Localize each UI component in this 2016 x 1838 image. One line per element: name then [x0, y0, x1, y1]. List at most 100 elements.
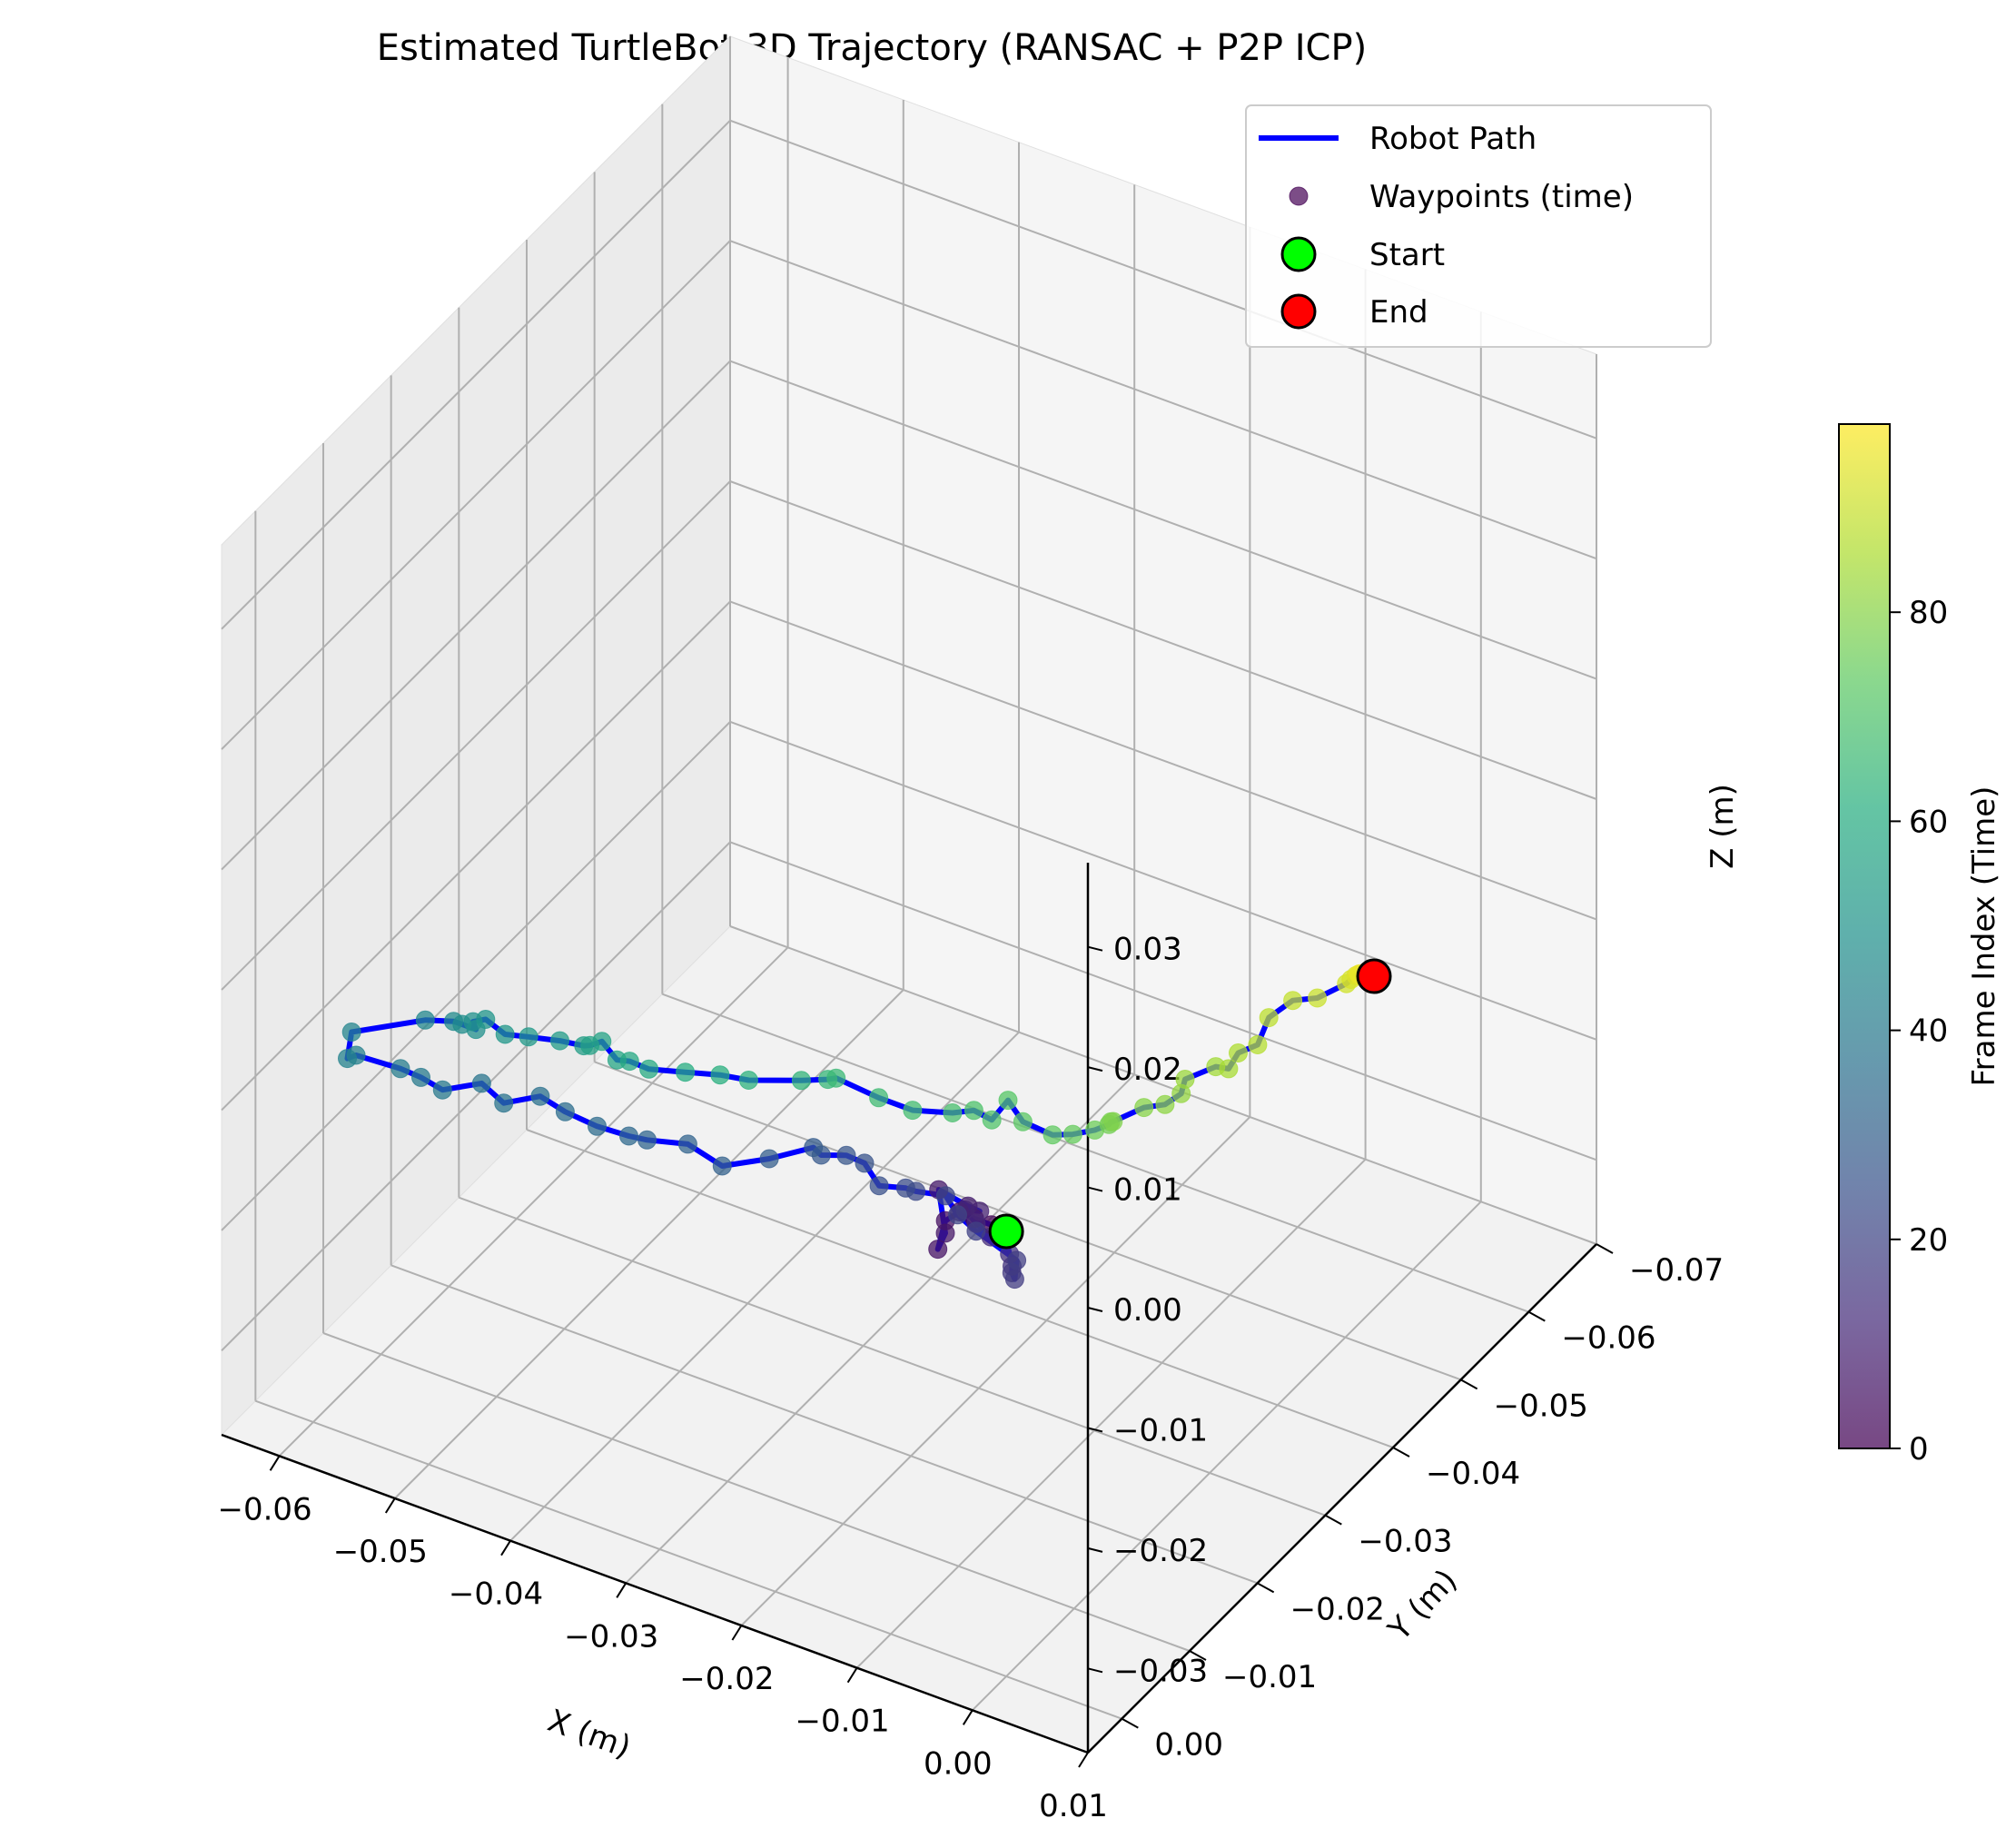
legend-waypoint-swatch — [1289, 186, 1309, 206]
waypoint-marker — [928, 1240, 948, 1260]
y-grid-floor — [661, 993, 1529, 1313]
chart-title: Estimated TurtleBot 3D Trajectory (RANSA… — [377, 27, 1367, 69]
z-tick-mark — [1087, 1186, 1103, 1192]
waypoint-marker — [676, 1062, 696, 1082]
x-tick-label: 0.00 — [924, 1745, 993, 1782]
waypoint-marker — [855, 1153, 875, 1173]
z-tick-label: −0.03 — [1113, 1653, 1208, 1689]
waypoint-marker — [1134, 1098, 1154, 1118]
x-grid-floor — [972, 1201, 1482, 1712]
legend: Robot Path Waypoints (time) Start End — [1245, 104, 1712, 348]
waypoint-marker — [495, 1024, 515, 1044]
legend-label-start: Start — [1369, 237, 1445, 273]
x-tick-mark — [846, 1667, 858, 1684]
x-tick-mark — [731, 1625, 743, 1641]
y-axis-label: Y (m) — [1381, 1562, 1465, 1648]
waypoint-marker — [588, 1116, 607, 1136]
z-grid-back — [729, 119, 1597, 440]
waypoint-marker — [1259, 1008, 1279, 1028]
waypoint-marker — [1062, 1124, 1082, 1144]
colorbar-tick-label: 80 — [1909, 595, 1948, 631]
waypoint-marker — [550, 1031, 569, 1051]
waypoint-marker — [338, 1049, 357, 1069]
y-grid-floor — [594, 1061, 1462, 1381]
waypoint-marker — [1007, 1250, 1027, 1270]
waypoint-marker — [964, 1101, 983, 1121]
colorbar-tick-label: 40 — [1909, 1013, 1948, 1050]
x-tick-label: −0.04 — [449, 1576, 543, 1613]
x-axis-ticks: −0.06 −0.05 −0.04 −0.03 −0.02 −0.01 0.00 0.01 — [217, 1455, 1108, 1824]
x-tick-mark — [269, 1455, 281, 1471]
y-tick-label: −0.04 — [1426, 1456, 1520, 1492]
x-tick-label: −0.06 — [217, 1491, 311, 1527]
x-tick-label: −0.02 — [679, 1661, 774, 1697]
waypoint-marker — [1219, 1059, 1239, 1079]
y-axis-ticks: 0.00 −0.01 −0.02 −0.03 −0.04 −0.05 −0.06 −0.07 — [1121, 1243, 1724, 1764]
y-tick-mark — [1392, 1447, 1410, 1458]
y-grid-floor — [390, 1264, 1259, 1585]
z-grid-back — [729, 841, 1597, 1161]
waypoint-marker — [1175, 1070, 1195, 1089]
z-tick-mark — [1087, 1307, 1103, 1312]
legend-label-waypoints: Waypoints (time) — [1369, 179, 1634, 215]
start-marker — [988, 1213, 1024, 1250]
x-tick-mark — [962, 1709, 973, 1725]
x-tick-label: −0.03 — [564, 1618, 658, 1655]
waypoint-marker — [1248, 1035, 1268, 1054]
z-tick-mark — [1087, 1066, 1103, 1072]
waypoint-marker — [390, 1059, 410, 1079]
gridlines — [221, 36, 1597, 1754]
y-tick-mark — [1527, 1310, 1546, 1322]
z-tick-mark — [1087, 1546, 1103, 1553]
y-axis-line — [1087, 1243, 1597, 1754]
waypoint-marker — [1229, 1043, 1248, 1062]
z-grid-left — [221, 841, 731, 1352]
y-tick-mark — [1121, 1717, 1139, 1729]
y-tick-label: −0.06 — [1561, 1320, 1655, 1357]
y-grid-floor — [458, 1196, 1326, 1517]
waypoint-marker — [935, 1223, 955, 1243]
waypoint-marker — [677, 1134, 697, 1154]
x-grid-floor — [509, 1031, 1020, 1542]
waypoint-marker — [519, 1027, 539, 1047]
y-tick-label: −0.07 — [1629, 1252, 1724, 1289]
y-tick-mark — [1189, 1650, 1207, 1661]
waypoint-marker — [1013, 1112, 1033, 1131]
waypoint-marker — [471, 1073, 491, 1093]
waypoint-marker — [619, 1126, 638, 1146]
z-tick-label: 0.00 — [1113, 1292, 1182, 1329]
z-grid-left — [221, 119, 731, 630]
z-grid-left — [221, 360, 731, 871]
waypoint-marker — [966, 1221, 986, 1241]
legend-end-swatch — [1280, 293, 1317, 330]
waypoint-marker — [1155, 1094, 1175, 1114]
z-grid-back — [729, 360, 1597, 680]
y-tick-label: −0.05 — [1494, 1388, 1588, 1424]
x-axis-line — [221, 1433, 1089, 1754]
y-grid-floor — [526, 1129, 1394, 1448]
z-axis-ticks: 0.03 0.02 0.01 0.00 −0.01 −0.02 −0.03 — [1087, 932, 1208, 1689]
waypoint-marker — [998, 1091, 1018, 1111]
waypoint-marker — [530, 1086, 550, 1106]
legend-label-path: Robot Path — [1369, 121, 1537, 157]
waypoint-marker — [1043, 1125, 1062, 1145]
colorbar-tick-label: 0 — [1909, 1431, 1929, 1467]
x-grid-floor — [625, 1073, 1135, 1585]
waypoint-marker — [1283, 991, 1303, 1011]
y-tick-mark — [1324, 1514, 1342, 1526]
z-grid-back — [729, 240, 1597, 560]
waypoint-markers — [338, 963, 1384, 1290]
waypoint-marker — [935, 1186, 955, 1206]
waypoint-marker — [415, 1010, 435, 1030]
waypoint-marker — [639, 1059, 659, 1079]
x-grid-floor — [394, 989, 904, 1499]
y-tick-mark — [1596, 1243, 1614, 1254]
z-grid-back — [729, 480, 1597, 800]
waypoint-marker — [791, 1071, 811, 1091]
waypoint-marker — [710, 1065, 730, 1085]
x-grid-floor — [278, 946, 789, 1458]
legend-frame — [1245, 104, 1712, 348]
waypoint-marker — [903, 1101, 923, 1121]
colorbar-label: Frame Index (Time) — [1966, 786, 2002, 1087]
x-tick-mark — [384, 1497, 396, 1514]
